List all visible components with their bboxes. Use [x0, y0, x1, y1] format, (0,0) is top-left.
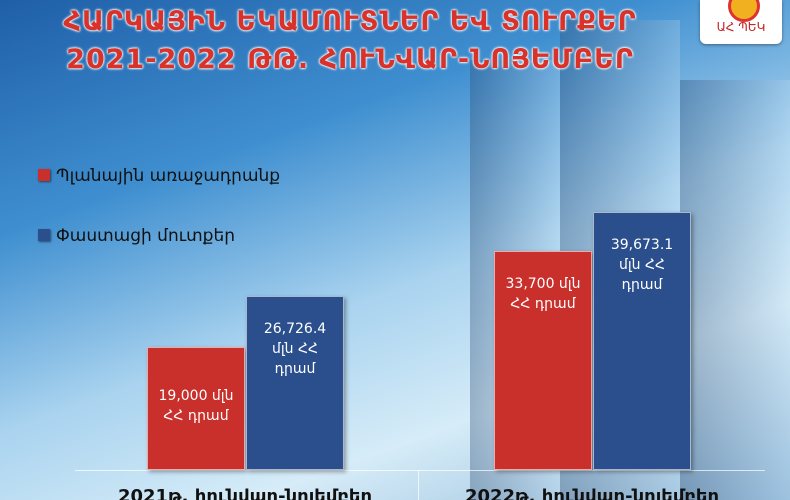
bar: 19,000 մլն ՀՀ դրամ [147, 346, 245, 470]
value-label: 26,726.4 մլն ՀՀ դրամ [263, 321, 327, 378]
baseline [75, 470, 765, 471]
x-tick-label: 2022թ. հունվար-նոյեմբեր [464, 486, 720, 500]
logo-text: ԱՀ ՊԵԿ [716, 20, 766, 34]
logo: ԱՀ ՊԵԿ [700, 0, 782, 44]
title-line: 2021-2022 ԹԹ. ՀՈՒՆՎԱՐ-ՆՈՅԵՄԲԵՐ [66, 44, 634, 75]
separator [418, 470, 419, 500]
value-label: 39,673.1 մլն ՀՀ դրամ [610, 237, 674, 294]
legend-swatch [38, 169, 50, 181]
title-line: ՀԱՐԿԱՅԻՆ ԵԿԱՄՈՒՏՆԵՐ ԵՎ ՏՈՒՐՔԵՐ [63, 6, 637, 37]
legend-item: Պլանային առաջադրանք [38, 166, 280, 186]
legend-label: Փաստացի մուտքեր [56, 226, 236, 246]
bar: 33,700 մլն ՀՀ դրամ [494, 250, 592, 470]
legend-item: Փաստացի մուտքեր [38, 226, 235, 246]
legend-label: Պլանային առաջադրանք [56, 166, 281, 186]
x-tick-label: 2021թ. հունվար-նոյեմբեր [117, 486, 373, 500]
bar: 26,726.4 մլն ՀՀ դրամ [246, 296, 344, 470]
value-label: 33,700 մլն ՀՀ դրամ [505, 275, 581, 312]
legend-swatch [38, 229, 50, 241]
value-label: 19,000 մլն ՀՀ դրամ [158, 387, 234, 424]
bar: 39,673.1 մլն ՀՀ դրամ [593, 212, 691, 470]
